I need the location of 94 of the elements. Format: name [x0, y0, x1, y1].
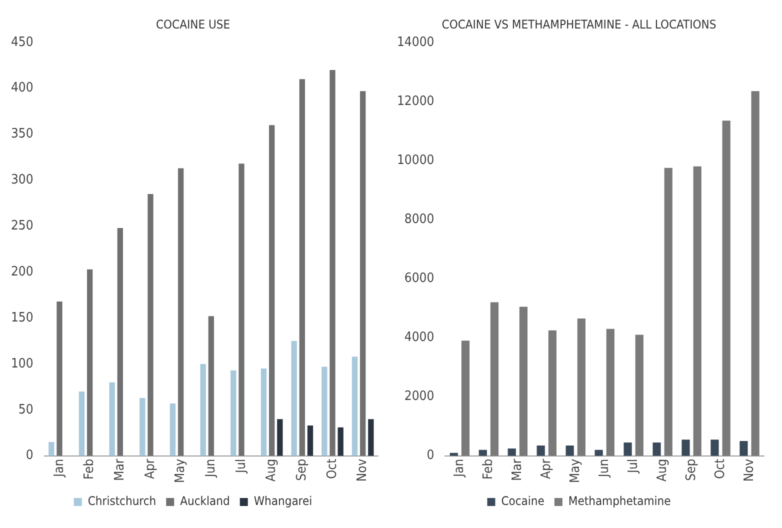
- y-tick-label: 100: [10, 356, 34, 372]
- x-tick-label: Jul: [234, 458, 249, 474]
- x-tick-label: Aug: [264, 458, 280, 482]
- legend-label: Auckland: [180, 494, 230, 508]
- y-tick-label: 2000: [404, 389, 434, 404]
- bar: [722, 120, 730, 456]
- y-tick-label: 450: [10, 34, 34, 50]
- y-tick-label: 150: [10, 310, 34, 326]
- x-tick-label: Jan: [452, 458, 468, 478]
- bar: [338, 427, 344, 456]
- bar: [208, 316, 214, 456]
- x-tick-label: Mar: [510, 458, 526, 481]
- x-tick-label: Jan: [52, 458, 67, 478]
- bar: [230, 370, 236, 456]
- bar: [710, 440, 719, 456]
- x-tick-label: Jun: [596, 458, 612, 478]
- bar: [322, 366, 328, 456]
- x-tick-label: Aug: [654, 458, 670, 482]
- y-tick-label: 0: [26, 448, 34, 464]
- bar: [178, 168, 184, 456]
- bar: [170, 403, 176, 456]
- y-tick-label: 300: [10, 172, 34, 188]
- bar: [594, 450, 603, 456]
- x-tick-label: Mar: [112, 458, 128, 481]
- legend-label: Cocaine: [501, 494, 545, 508]
- x-tick-label: Jun: [204, 458, 219, 478]
- bar: [117, 228, 123, 456]
- bar: [548, 330, 556, 456]
- bar: [682, 440, 690, 456]
- bar: [461, 340, 470, 456]
- x-tick-label: Feb: [82, 458, 98, 480]
- bar: [291, 340, 297, 456]
- y-tick-label: 50: [18, 402, 34, 418]
- bar: [109, 382, 115, 456]
- bar: [606, 328, 614, 456]
- bar: [238, 164, 244, 456]
- bar: [78, 392, 85, 456]
- bar: [269, 125, 275, 456]
- x-tick-label: Oct: [324, 458, 340, 480]
- x-tick-label: May: [173, 458, 188, 484]
- y-tick-label: 12000: [396, 94, 434, 109]
- y-tick-label: 350: [10, 126, 34, 142]
- y-tick-label: 6000: [404, 271, 434, 286]
- bar: [566, 445, 574, 456]
- x-tick-label: Jul: [626, 458, 641, 474]
- bar: [751, 91, 760, 456]
- bar: [652, 442, 661, 456]
- bar: [635, 334, 644, 456]
- bar: [56, 301, 62, 456]
- bar: [148, 194, 154, 456]
- x-tick-label: Sep: [294, 458, 310, 481]
- bar: [624, 442, 632, 456]
- x-tick-label: May: [568, 458, 583, 484]
- y-tick-label: 200: [10, 264, 34, 280]
- x-tick-label: Oct: [712, 458, 728, 480]
- bar: [307, 426, 314, 456]
- y-tick-label: 14000: [396, 34, 434, 50]
- bar: [260, 368, 267, 456]
- bar: [519, 306, 528, 456]
- chart-title: COCAINE VS METHAMPHETAMINE - ALL LOCATIONS: [442, 17, 716, 32]
- bar: [536, 445, 545, 456]
- x-tick-label: Nov: [742, 458, 757, 482]
- x-tick-label: Apr: [539, 458, 554, 480]
- bar: [299, 79, 305, 456]
- bar: [330, 70, 336, 456]
- y-tick-label: 0: [426, 448, 434, 464]
- y-tick-label: 4000: [404, 330, 434, 346]
- bar: [360, 91, 366, 456]
- bar: [48, 442, 54, 456]
- bar: [740, 441, 748, 456]
- bar: [693, 166, 702, 456]
- legend-label: Christchurch: [88, 494, 156, 508]
- x-tick-label: Feb: [481, 458, 496, 480]
- y-tick-label: 250: [10, 218, 34, 234]
- legend-label: Whangarei: [254, 494, 312, 508]
- bar: [368, 419, 374, 456]
- bar: [200, 364, 206, 456]
- bar: [490, 302, 499, 456]
- bar: [277, 419, 283, 456]
- bar: [664, 168, 672, 456]
- legend-label: Methamphetamine: [568, 494, 672, 508]
- y-tick-label: 400: [10, 80, 34, 96]
- bar: [86, 269, 93, 456]
- y-tick-label: 10000: [396, 152, 434, 168]
- x-tick-label: Apr: [142, 458, 158, 480]
- chart-title: COCAINE USE: [156, 17, 230, 32]
- bar: [352, 356, 358, 456]
- bar: [508, 448, 516, 456]
- x-tick-label: Nov: [355, 458, 370, 482]
- bar: [478, 450, 487, 456]
- y-tick-label: 8000: [404, 212, 434, 227]
- x-tick-label: Sep: [684, 458, 699, 481]
- bar: [140, 398, 146, 456]
- bar: [577, 318, 586, 456]
